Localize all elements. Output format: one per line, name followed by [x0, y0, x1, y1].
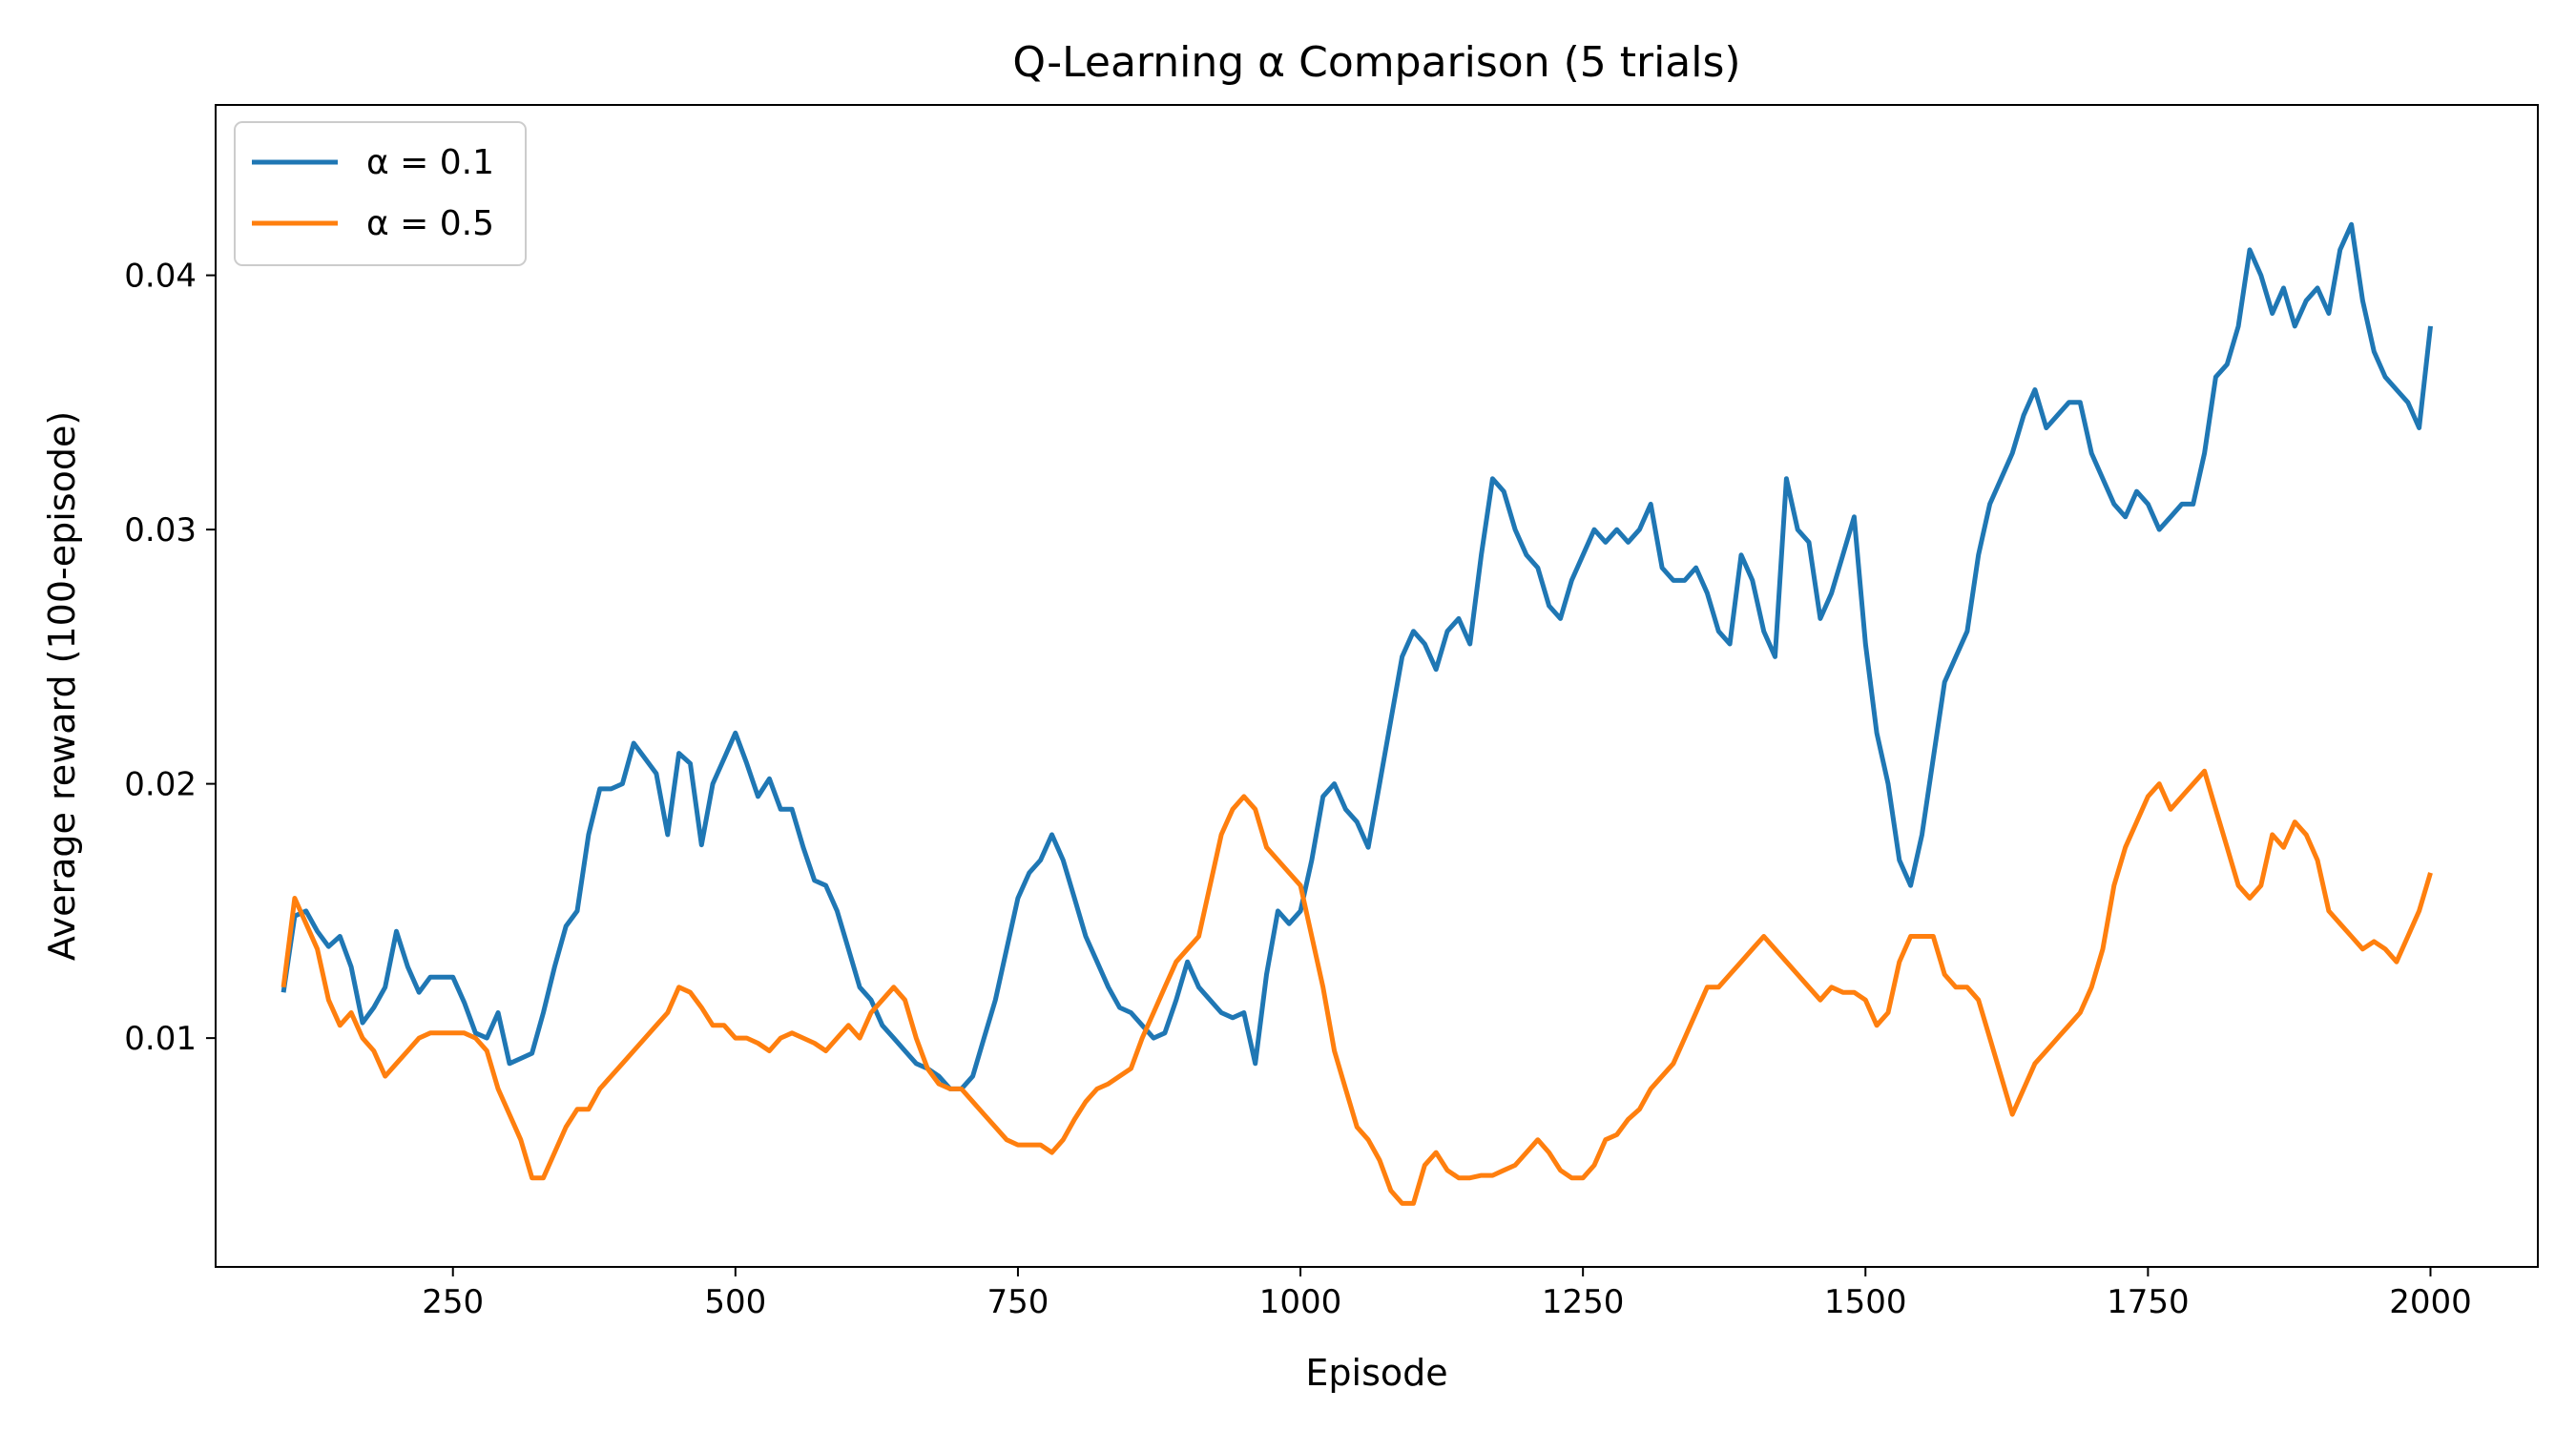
legend-label: α = 0.1 [366, 143, 494, 182]
x-tick-label: 250 [422, 1283, 484, 1321]
x-axis-title: Episode [1305, 1352, 1447, 1394]
chart-title: Q-Learning α Comparison (5 trials) [1012, 38, 1740, 87]
y-axis: 0.01 0.02 0.03 0.04 [124, 258, 216, 1058]
legend-box [234, 121, 527, 266]
x-tick-label: 1750 [2107, 1283, 2190, 1321]
y-axis-title: Average reward (100-episode) [41, 411, 83, 961]
x-tick-label: 750 [987, 1283, 1049, 1321]
legend: α = 0.1 α = 0.5 [234, 121, 527, 266]
x-axis: 250 500 750 1000 1250 1500 1750 2000 [422, 1267, 2472, 1321]
x-tick-label: 2000 [2389, 1283, 2472, 1321]
series-line-1 [280, 221, 2433, 1091]
plot-area [280, 221, 2433, 1206]
x-tick-label: 1500 [1824, 1283, 1907, 1321]
x-tick-label: 500 [704, 1283, 766, 1321]
y-tick-label: 0.03 [124, 511, 197, 550]
series-line-2 [280, 768, 2433, 1206]
plot-frame [215, 104, 2539, 1268]
x-tick-label: 1250 [1542, 1283, 1625, 1321]
x-tick-label: 1000 [1259, 1283, 1342, 1321]
legend-label: α = 0.5 [366, 204, 494, 243]
y-tick-label: 0.04 [124, 258, 197, 296]
y-tick-label: 0.01 [124, 1020, 197, 1058]
y-tick-label: 0.02 [124, 766, 197, 804]
